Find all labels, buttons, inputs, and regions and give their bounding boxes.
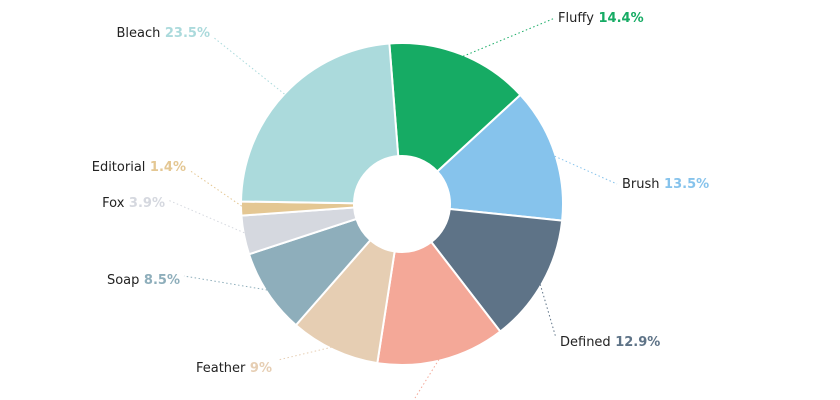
- slice-brush: [435, 93, 564, 222]
- label-name: Fluffy: [558, 11, 594, 26]
- leader-line-unlabeled-3: [414, 355, 442, 399]
- label-value: 14.4%: [594, 11, 644, 26]
- slice-unlabeled-3: [376, 240, 502, 366]
- chart-leader-lines: [167, 17, 618, 399]
- leader-line-fluffy: [459, 17, 556, 59]
- label-brush: Brush 13.5%: [622, 177, 709, 192]
- label-name: Editorial: [92, 160, 146, 175]
- leader-line-fox: [167, 199, 249, 235]
- leader-line-brush: [550, 154, 618, 185]
- label-feather: Feather 9%: [196, 361, 272, 376]
- slice-defined: [429, 207, 564, 333]
- label-value: 9%: [245, 361, 272, 376]
- label-defined: Defined 12.9%: [560, 335, 660, 350]
- slice-bleach: [240, 42, 400, 205]
- label-value: 23.5%: [160, 26, 210, 41]
- label-value: 12.9%: [611, 335, 661, 350]
- label-soap: Soap 8.5%: [107, 273, 180, 288]
- chart-labels: Fluffy 14.4% Brush 13.5% Defined 12.9% Feat…: [92, 11, 709, 376]
- label-fox: Fox 3.9%: [102, 196, 165, 211]
- label-name: Bleach: [116, 26, 160, 41]
- label-name: Defined: [560, 335, 611, 350]
- leader-line-editorial: [188, 169, 246, 209]
- leader-line-bleach: [212, 36, 288, 97]
- label-value: 13.5%: [660, 177, 710, 192]
- label-bleach: Bleach 23.5%: [116, 26, 210, 41]
- label-value: 1.4%: [145, 160, 186, 175]
- label-value: 3.9%: [124, 196, 165, 211]
- label-editorial: Editorial 1.4%: [92, 160, 186, 175]
- slice-fluffy: [388, 42, 522, 173]
- leader-line-soap: [183, 275, 272, 292]
- label-fluffy: Fluffy 14.4%: [558, 11, 644, 26]
- chart-slices: [240, 42, 564, 366]
- leader-line-feather: [277, 345, 336, 361]
- leader-line-defined: [538, 280, 557, 339]
- label-name: Soap: [107, 273, 139, 288]
- label-name: Fox: [102, 196, 125, 211]
- label-value: 8.5%: [139, 273, 180, 288]
- label-name: Brush: [622, 177, 660, 192]
- label-name: Feather: [196, 361, 246, 376]
